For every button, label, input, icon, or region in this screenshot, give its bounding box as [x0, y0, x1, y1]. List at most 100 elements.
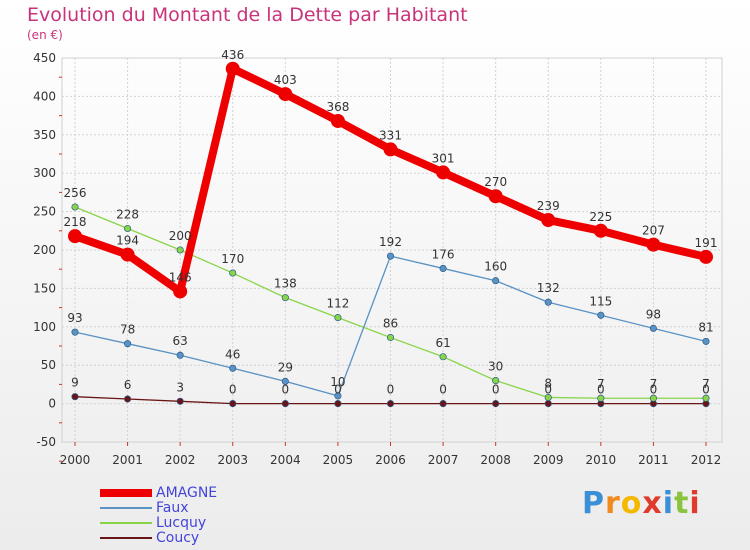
data-point	[68, 229, 82, 244]
y-tick-label: 300	[33, 166, 56, 180]
data-point	[439, 400, 447, 408]
y-tick-label: 450	[33, 51, 56, 65]
data-label: 218	[64, 215, 87, 229]
data-point	[229, 269, 237, 277]
data-label: 0	[702, 383, 710, 397]
x-tick-label: 2005	[323, 453, 354, 467]
data-label: 0	[282, 383, 290, 397]
data-point	[124, 224, 132, 233]
legend-swatch	[100, 507, 152, 509]
data-point	[439, 353, 447, 361]
x-tick-label: 2007	[428, 453, 459, 467]
data-label: 6	[124, 378, 132, 392]
data-label: 10	[330, 375, 345, 389]
data-label: 331	[379, 128, 402, 142]
data-point	[597, 311, 605, 319]
logo-letter: P	[582, 486, 605, 521]
data-label: 146	[169, 270, 192, 284]
data-label: 78	[120, 323, 135, 337]
data-point	[383, 142, 398, 157]
data-point	[229, 364, 237, 372]
data-point	[71, 393, 79, 401]
data-point	[702, 394, 710, 402]
data-point	[544, 393, 552, 402]
data-point	[492, 377, 500, 385]
data-point	[176, 351, 184, 359]
data-point	[120, 247, 135, 262]
data-point	[488, 189, 503, 204]
legend-label: Lucquy	[156, 515, 207, 531]
data-label: 61	[435, 336, 450, 350]
data-label: 270	[484, 175, 507, 189]
data-label: 0	[387, 383, 395, 397]
data-point	[649, 394, 657, 402]
x-tick-label: 2006	[375, 453, 406, 467]
y-tick-label: 0	[48, 397, 56, 411]
data-point	[699, 249, 713, 264]
data-label: 7	[597, 377, 605, 391]
data-point	[386, 252, 395, 260]
legend-label: Faux	[156, 500, 189, 516]
data-point	[646, 237, 661, 252]
data-point	[71, 203, 79, 211]
data-point	[229, 400, 237, 408]
x-tick-label: 2010	[586, 453, 617, 467]
data-label: 200	[169, 229, 192, 243]
x-tick-label: 2001	[112, 453, 143, 467]
data-point	[386, 334, 395, 342]
data-point	[124, 395, 132, 403]
data-point	[544, 298, 552, 306]
data-point	[225, 61, 240, 76]
data-point	[649, 324, 657, 332]
data-point	[386, 400, 395, 408]
data-point	[439, 264, 447, 272]
y-tick-label: 50	[41, 358, 56, 372]
chart-title: Evolution du Montant de la Dette par Hab…	[27, 4, 468, 26]
data-label: 132	[537, 281, 560, 295]
data-label: 0	[229, 383, 237, 397]
data-label: 256	[64, 186, 87, 200]
data-label: 93	[67, 311, 82, 325]
y-tick-label: 250	[33, 205, 56, 219]
logo-letter: i	[689, 486, 701, 521]
logo-letter: r	[605, 486, 621, 521]
legend-label: Coucy	[156, 530, 200, 546]
legend-swatch	[100, 522, 152, 524]
data-point	[436, 165, 451, 180]
data-label: 225	[589, 210, 612, 224]
data-point	[124, 340, 132, 348]
logo-letter: t	[674, 486, 690, 521]
data-label: 0	[334, 383, 342, 397]
data-point	[492, 400, 500, 408]
data-label: 115	[589, 294, 612, 308]
data-point	[541, 213, 556, 228]
y-tick-label: 400	[33, 89, 56, 103]
proxiti-logo: Proxiti	[582, 486, 701, 521]
data-label: 228	[116, 207, 139, 221]
data-label: 176	[432, 247, 455, 261]
y-tick-label: -50	[36, 435, 56, 449]
data-point	[492, 277, 500, 285]
data-label: 3	[176, 380, 184, 394]
data-label: 170	[221, 252, 244, 266]
data-label: 207	[642, 224, 665, 238]
data-point	[176, 397, 184, 405]
data-label: 0	[597, 383, 605, 397]
data-label: 160	[484, 260, 507, 274]
data-point	[334, 400, 342, 408]
y-tick-label: 200	[33, 243, 56, 257]
x-tick-label: 2002	[165, 453, 196, 467]
data-label: 86	[383, 317, 398, 331]
data-point	[281, 400, 289, 408]
data-label: 112	[326, 297, 349, 311]
data-label: 301	[432, 151, 455, 165]
data-label: 7	[702, 377, 710, 391]
logo-letter: x	[642, 486, 663, 521]
x-tick-label: 2004	[270, 453, 301, 467]
data-point	[330, 113, 345, 128]
data-point	[71, 328, 79, 336]
x-tick-label: 2011	[638, 453, 669, 467]
legend-label: AMAGNE	[156, 485, 218, 501]
data-label: 239	[537, 199, 560, 213]
data-label: 436	[221, 48, 244, 62]
